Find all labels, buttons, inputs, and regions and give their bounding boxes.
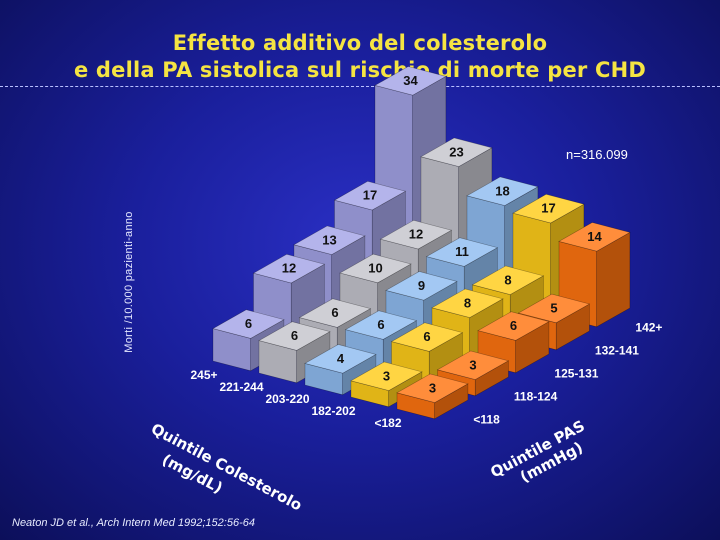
bar-top-face	[344, 310, 418, 340]
title-line-1: Effetto additivo del colesterolo	[172, 31, 548, 55]
bar-value-label: 14	[587, 229, 602, 244]
bar-value-label: 6	[423, 329, 430, 344]
bar-top-face	[425, 237, 499, 267]
sample-size-note: n=316.099	[566, 147, 628, 162]
bar-top-face	[466, 176, 539, 206]
bar-value-label: 4	[337, 351, 345, 366]
bar-value-label: 3	[383, 368, 390, 383]
bar-value-label: 5	[550, 301, 557, 316]
bar-group: 34 23 18 17 14 17 12 11 8 5 13 10 9 8 6 12 6 6 6 3 6 6 4 3 3	[212, 66, 631, 420]
slide-title: Effetto additivo del colesterolo e della…	[0, 30, 720, 84]
bar-top-face	[252, 253, 326, 284]
sbp-tick-label: <118	[473, 413, 500, 427]
bar-value-label: 8	[504, 272, 511, 287]
bar-value-label: 6	[291, 328, 298, 343]
bar-top-face	[436, 350, 510, 380]
bar-value-label: 10	[368, 261, 382, 276]
bar-top-face	[374, 66, 447, 96]
sbp-tick-label: 132-141	[595, 344, 639, 358]
bar-value-label: 8	[464, 295, 471, 310]
bar-top-face	[333, 180, 407, 211]
bar-top-face	[431, 288, 504, 318]
bar-chol-5-sbp-1	[396, 373, 469, 420]
bar-top-face	[471, 265, 545, 295]
bar-value-label: 6	[377, 317, 384, 332]
bar-top-face	[385, 271, 458, 301]
bar-top-face	[304, 344, 377, 374]
bar-value-label: 23	[449, 144, 463, 159]
cholesterol-tick-label: 245+	[190, 368, 217, 382]
y-axis-label: Morti /10.000 pazienti-anno	[123, 211, 135, 353]
cholesterol-tick-label: 203-220	[265, 392, 309, 406]
bar-value-label: 3	[469, 357, 476, 372]
cholesterol-tick-label: <182	[374, 416, 401, 430]
bar-value-label: 3	[429, 380, 436, 395]
title-line-2: e della PA sistolica sul rischio di mort…	[73, 58, 647, 82]
bar-value-label: 13	[322, 232, 336, 247]
bar-top-face	[258, 321, 331, 351]
title-divider	[0, 86, 720, 87]
bar-value-label: 17	[363, 188, 377, 203]
bar-top-face	[212, 309, 285, 339]
bar-value-label: 12	[409, 227, 423, 242]
bar-value-label: 18	[495, 183, 509, 198]
bar-value-label: 17	[541, 201, 555, 216]
bar-top-face	[517, 293, 591, 324]
cholesterol-tick-label: 182-202	[311, 404, 355, 418]
bar-top-face	[350, 361, 423, 391]
bar-value-label: 11	[455, 244, 469, 259]
bar-top-face	[420, 137, 493, 167]
bar-top-face	[512, 193, 585, 224]
sbp-tick-label: 125-131	[554, 367, 598, 381]
bar-top-face	[298, 298, 372, 328]
cholesterol-tick-label: 221-244	[219, 380, 263, 394]
bar-value-label: 9	[418, 278, 425, 293]
bar-top-face	[477, 311, 550, 341]
bar-value-label: 34	[403, 73, 418, 88]
bar-top-face	[339, 253, 412, 284]
bar-top-face	[390, 322, 464, 352]
bar-top-face	[558, 222, 631, 252]
sbp-tick-label: 118-124	[514, 390, 558, 404]
bar-top-face	[293, 225, 366, 255]
sbp-tick-label: 142+	[635, 321, 662, 335]
citation: Neaton JD et al., Arch Intern Med 1992;1…	[12, 517, 255, 529]
bar-top-face	[379, 219, 453, 250]
bar-value-label: 6	[331, 305, 338, 320]
bar-value-label: 6	[245, 316, 252, 331]
bar-top-face	[396, 373, 469, 403]
bar-value-label: 12	[282, 261, 296, 276]
bar-value-label: 6	[510, 318, 517, 333]
